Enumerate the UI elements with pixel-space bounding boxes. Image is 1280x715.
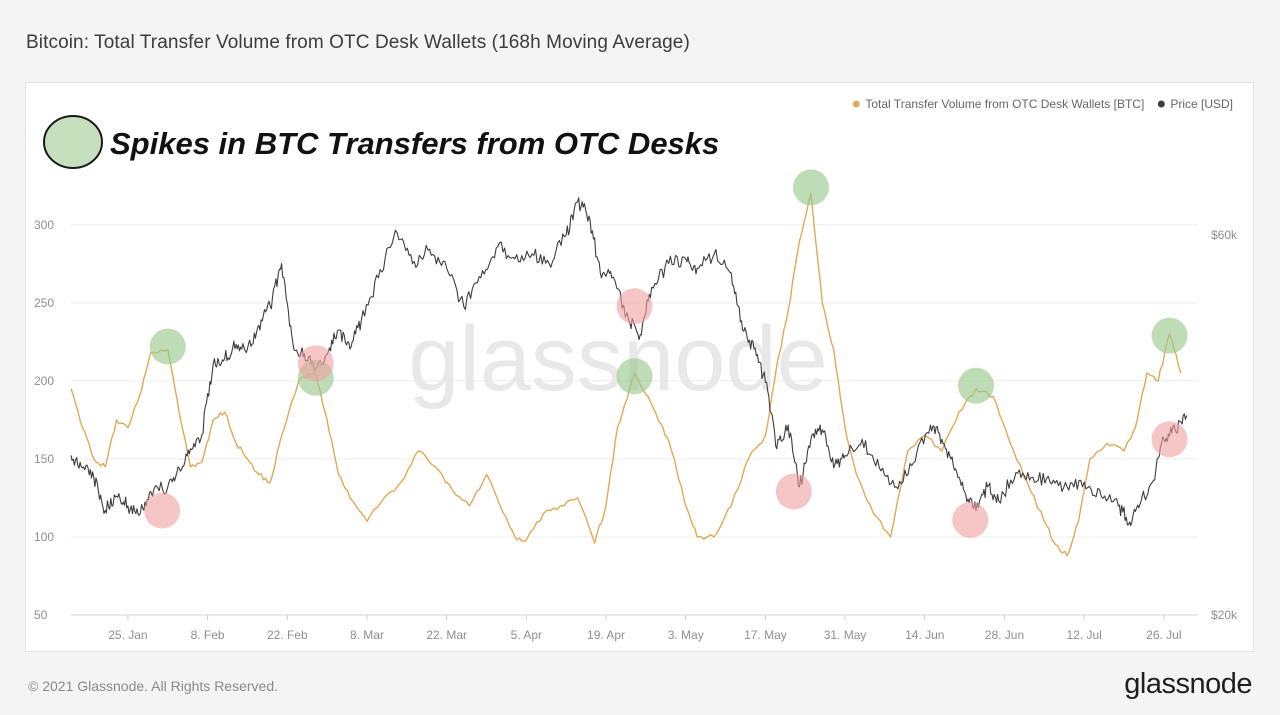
dip-marker xyxy=(297,345,334,382)
chart-svg: glassnode 50 100 150 200 250 300 $20k $60k 25. J… xyxy=(34,97,1238,642)
spike-marker xyxy=(958,367,995,404)
y-right-tick-label: $20k xyxy=(1211,608,1238,622)
x-tick-label: 14. Jun xyxy=(905,628,944,642)
legend-swatch xyxy=(1157,100,1165,108)
page-title: Bitcoin: Total Transfer Volume from OTC … xyxy=(26,32,690,53)
grid-layer xyxy=(71,224,1198,616)
x-tick-label: 17. May xyxy=(744,628,787,642)
x-tick-label: 3. May xyxy=(668,628,704,642)
x-tick-label: 12. Jul xyxy=(1066,628,1101,642)
x-tick-label: 31. May xyxy=(824,628,867,642)
annotation: Spikes in BTC Transfers from OTC Desks xyxy=(43,115,719,169)
dip-marker xyxy=(616,288,653,325)
chart-legend: Price [USD] Total Transfer Volume from OT… xyxy=(852,97,1233,111)
dip-marker xyxy=(144,492,181,529)
x-tick-label: 28. Jun xyxy=(985,628,1024,642)
price-line xyxy=(70,197,1188,526)
y-right-tick-label: $60k xyxy=(1211,228,1238,242)
legend-swatch xyxy=(852,100,860,108)
spike-marker xyxy=(792,169,829,206)
legend-label: Total Transfer Volume from OTC Desk Wall… xyxy=(865,97,1144,111)
x-tick-label: 8. Mar xyxy=(350,628,384,642)
spike-marker xyxy=(616,358,653,395)
annotation-text: Spikes in BTC Transfers from OTC Desks xyxy=(110,126,719,161)
chart-panel: glassnode 50 100 150 200 250 300 $20k $60k 25. J… xyxy=(25,82,1254,652)
x-tick-label: 8. Feb xyxy=(191,628,225,642)
series-layer xyxy=(70,192,1188,557)
x-tick-label: 26. Jul xyxy=(1146,628,1181,642)
dip-marker xyxy=(775,473,812,510)
watermark: glassnode xyxy=(408,308,827,410)
axis-layer: 50 100 150 200 250 300 $20k $60k 25. Jan 8. Feb 22… xyxy=(34,218,1238,642)
legend-label: Price [USD] xyxy=(1170,97,1233,111)
x-tick-label: 19. Apr xyxy=(587,628,625,642)
copyright-text: © 2021 Glassnode. All Rights Reserved. xyxy=(28,678,279,694)
x-tick-label: 25. Jan xyxy=(108,628,147,642)
dip-marker xyxy=(952,502,989,538)
spike-marker xyxy=(149,328,186,365)
y-left-tick-label: 250 xyxy=(34,296,54,310)
x-tick-label: 22. Feb xyxy=(267,628,308,642)
x-tick-label: 22. Mar xyxy=(426,628,467,642)
dip-marker xyxy=(1151,421,1188,458)
marker-layer xyxy=(144,169,1188,538)
y-left-tick-label: 50 xyxy=(34,608,48,622)
y-left-tick-label: 300 xyxy=(34,218,54,232)
x-tick-label: 5. Apr xyxy=(511,628,542,642)
annotation-spike-marker xyxy=(43,115,103,169)
y-left-tick-label: 200 xyxy=(34,374,54,388)
spike-marker xyxy=(1151,317,1188,354)
glassnode-logo: glassnode xyxy=(1124,668,1252,700)
y-left-tick-label: 100 xyxy=(34,530,54,544)
y-left-tick-label: 150 xyxy=(34,452,54,466)
transfer-volume-line xyxy=(70,192,1182,557)
